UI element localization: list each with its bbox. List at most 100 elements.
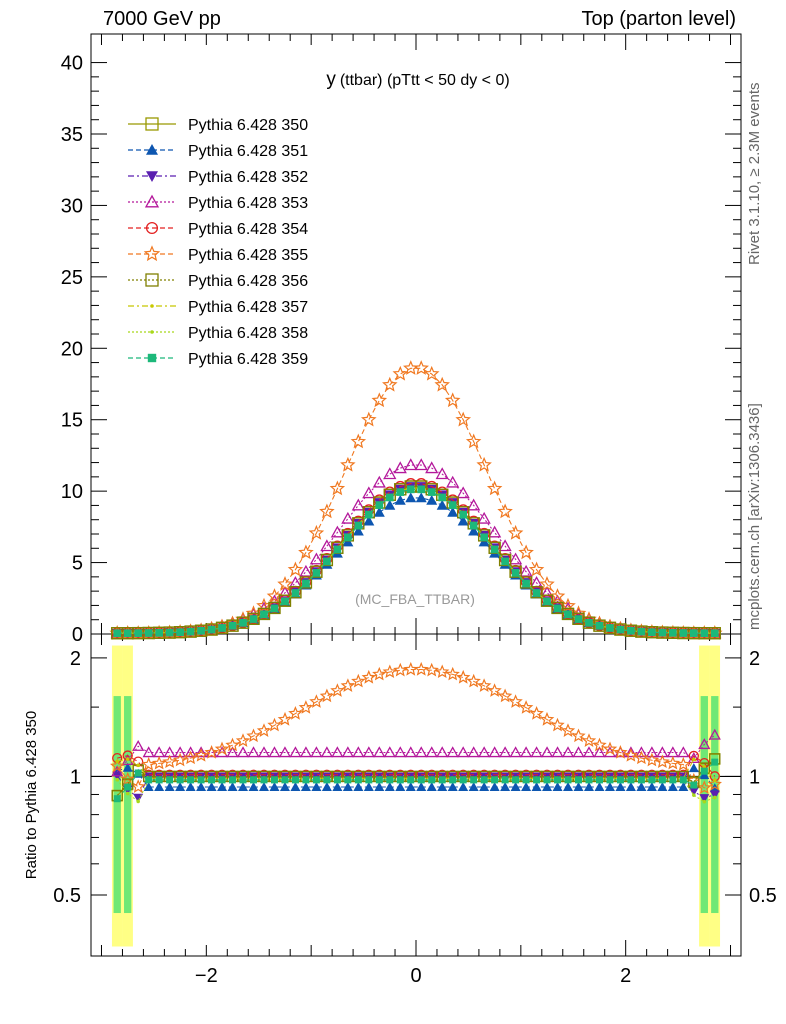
ratio-point bbox=[193, 748, 209, 762]
data-point bbox=[477, 511, 491, 524]
ratio-point bbox=[258, 782, 269, 792]
data-point bbox=[540, 594, 554, 607]
data-point bbox=[373, 506, 385, 517]
data-point bbox=[351, 498, 365, 511]
data-point bbox=[679, 629, 688, 637]
data-point bbox=[606, 624, 614, 632]
ratio-line bbox=[116, 734, 716, 773]
legend-marker bbox=[145, 117, 159, 131]
series-line bbox=[117, 485, 715, 634]
ratio-point bbox=[342, 782, 353, 792]
ratio-point bbox=[711, 758, 719, 766]
ratio-point bbox=[700, 767, 708, 775]
ratio-point bbox=[394, 746, 407, 758]
data-point bbox=[278, 594, 292, 607]
ratio-point bbox=[424, 662, 439, 677]
data-point bbox=[490, 545, 499, 554]
ratio-point bbox=[702, 799, 707, 804]
ratio-point bbox=[393, 662, 408, 677]
ratio-point bbox=[319, 688, 335, 703]
data-point bbox=[501, 557, 509, 566]
ratio-point bbox=[142, 746, 155, 758]
data-point bbox=[165, 628, 174, 637]
data-point bbox=[372, 475, 386, 488]
ratio-line bbox=[117, 767, 716, 789]
data-point bbox=[333, 545, 342, 554]
data-point bbox=[393, 461, 407, 474]
series-357 bbox=[115, 486, 717, 636]
ratio-point bbox=[645, 746, 658, 758]
ratio-point bbox=[341, 746, 354, 758]
ratio-point bbox=[311, 782, 322, 792]
legend-marker bbox=[144, 194, 160, 208]
xtick-label: 0 bbox=[410, 965, 421, 987]
legend-marker bbox=[145, 273, 159, 287]
data-point bbox=[382, 376, 398, 392]
ratio-point bbox=[634, 750, 649, 765]
ratio-point bbox=[172, 752, 188, 767]
ratio-point bbox=[269, 782, 280, 792]
ratio-point bbox=[125, 757, 130, 761]
ratio-point bbox=[196, 782, 207, 792]
ratio-point bbox=[288, 706, 303, 720]
data-point bbox=[553, 604, 562, 613]
main-ytick-label: 20 bbox=[61, 338, 83, 360]
ratio-point bbox=[692, 757, 696, 762]
data-point bbox=[394, 494, 406, 505]
ratio-point bbox=[162, 754, 177, 769]
legend-item: Pythia 6.428 352 bbox=[128, 169, 308, 186]
ratio-line bbox=[116, 669, 715, 789]
ratio-point bbox=[583, 782, 594, 792]
data-point bbox=[436, 499, 448, 510]
ratio-point bbox=[479, 782, 490, 792]
data-point bbox=[507, 524, 524, 540]
ratio-point bbox=[447, 782, 458, 792]
ratio-point bbox=[239, 776, 247, 784]
series-356 bbox=[111, 480, 721, 640]
ratio-point bbox=[291, 776, 299, 784]
data-point bbox=[155, 628, 163, 637]
ratio-point bbox=[415, 746, 428, 758]
ratio-point bbox=[214, 741, 230, 756]
data-point bbox=[414, 458, 428, 471]
legend-item: Pythia 6.428 357 bbox=[128, 299, 308, 316]
ratio-point bbox=[268, 746, 281, 758]
ratio-point bbox=[403, 661, 419, 676]
ratio-point bbox=[533, 776, 541, 784]
data-point bbox=[446, 475, 460, 488]
ratio-point bbox=[692, 793, 696, 797]
data-point bbox=[476, 456, 492, 472]
ratio-point bbox=[563, 782, 574, 792]
ratio-point bbox=[572, 746, 585, 758]
ratio-point bbox=[699, 794, 710, 804]
ratio-point bbox=[396, 776, 404, 784]
data-point bbox=[532, 589, 541, 597]
ratio-point bbox=[351, 673, 366, 688]
data-point bbox=[270, 604, 279, 613]
data-point bbox=[405, 492, 417, 503]
data-point bbox=[447, 506, 459, 517]
ratio-point bbox=[687, 752, 700, 764]
ratio-point bbox=[657, 782, 668, 792]
ratio-frame bbox=[90, 633, 742, 957]
data-point bbox=[497, 503, 513, 519]
ratio-point bbox=[688, 787, 699, 797]
ratio-point bbox=[679, 776, 687, 784]
data-point bbox=[302, 579, 310, 588]
ratio-point bbox=[543, 776, 551, 784]
legend-item: Pythia 6.428 355 bbox=[128, 245, 308, 264]
ratio-line bbox=[116, 761, 716, 800]
plot-title-rest: (ttbar) (pTtt < 50 dy < 0) bbox=[340, 72, 510, 89]
ratio-line bbox=[117, 758, 716, 781]
main-ytick-label: 10 bbox=[61, 481, 83, 503]
data-point bbox=[511, 569, 520, 577]
ratio-point bbox=[501, 776, 509, 784]
ratio-point bbox=[480, 776, 488, 784]
data-point bbox=[350, 433, 367, 449]
data-point bbox=[522, 579, 530, 588]
ratio-point bbox=[468, 782, 479, 792]
ratio-point bbox=[143, 782, 154, 792]
ratio-ytick-label: 0.5 bbox=[749, 885, 777, 907]
ratio-point bbox=[446, 746, 459, 758]
